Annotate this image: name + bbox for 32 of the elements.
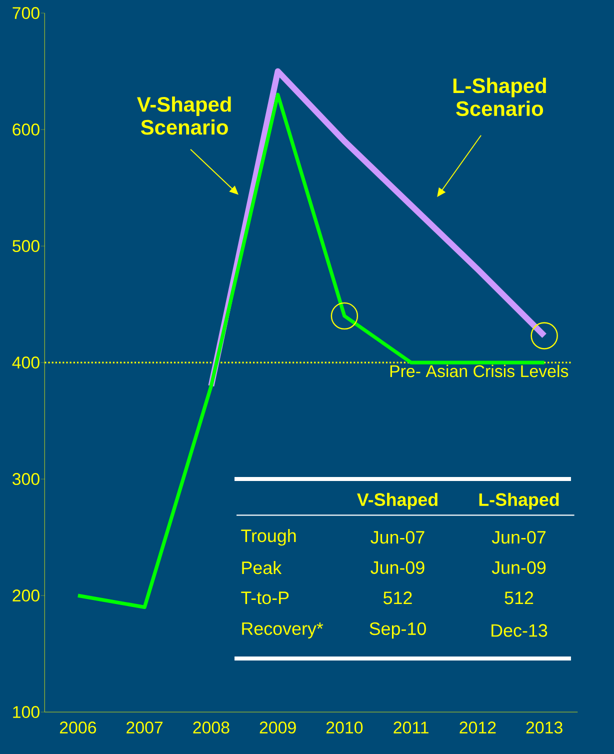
y-tick-label: 100: [13, 706, 40, 718]
annotation: 512: [384, 592, 412, 604]
y-tick-label: 700: [12, 7, 40, 20]
y-tick-label: 500: [12, 240, 40, 252]
annotation: V-Shaped: [357, 492, 438, 510]
y-tick-label: 200: [12, 590, 40, 602]
x-tick-label: 2010: [326, 722, 363, 734]
x-tick-label: 2013: [526, 722, 562, 734]
annotation: T-to-P: [241, 592, 289, 604]
annotation: Peak: [242, 561, 282, 574]
y-tick-label: 300: [12, 473, 40, 486]
annotation: Jun-07: [370, 530, 424, 544]
x-tick-label: 2007: [126, 722, 163, 734]
annotation: Jun-07: [492, 530, 546, 544]
annotation: L-Shaped: [479, 492, 559, 510]
x-tick-label: 2009: [260, 722, 296, 734]
y-tick-label: 400: [12, 356, 40, 369]
x-tick-label: 2011: [394, 722, 428, 734]
annotation: Recovery*: [242, 622, 324, 639]
x-tick-label: 2006: [60, 722, 96, 734]
annotation: V-Shaped Scenario: [137, 96, 231, 135]
y-tick-label: 600: [12, 124, 40, 136]
annotation: Trough: [241, 528, 296, 546]
annotation: 512: [504, 592, 534, 604]
x-tick-label: 2012: [460, 722, 496, 734]
x-tick-label: 2008: [193, 722, 230, 734]
annotation: L-Shaped Scenario: [453, 78, 546, 116]
annotation: Sep-10: [370, 622, 426, 639]
annotation: Dec-13: [492, 624, 548, 637]
annotation: Jun-09: [492, 561, 546, 574]
ref-line-label: Pre- Asian Crisis Levels: [390, 364, 568, 378]
annotation: Jun-09: [370, 561, 424, 574]
